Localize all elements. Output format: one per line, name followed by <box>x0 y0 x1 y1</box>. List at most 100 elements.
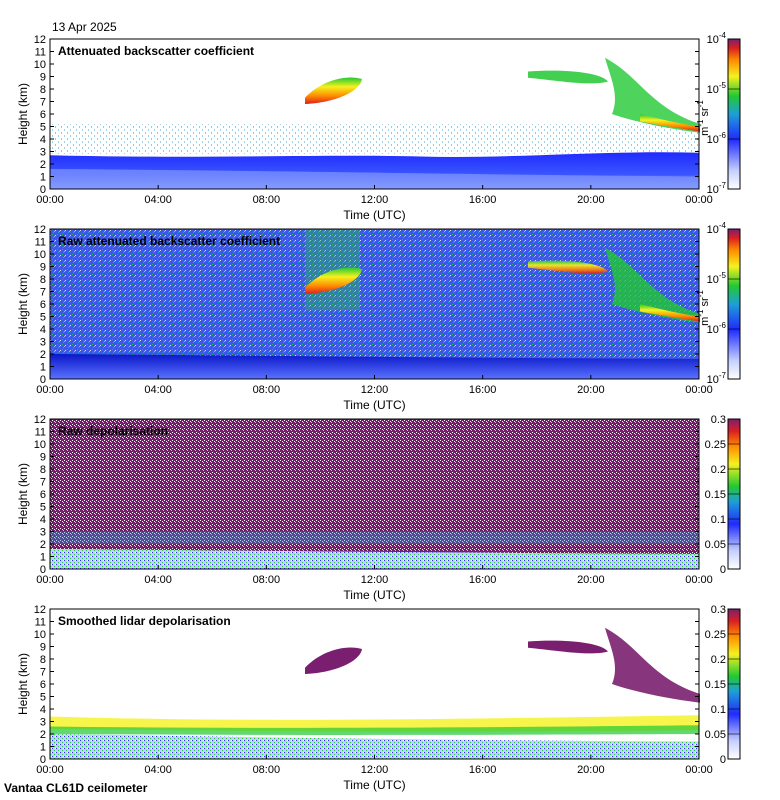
y-tick-label: 2 <box>40 539 46 551</box>
colorbar-unit: m-1 sr-1 <box>696 100 711 136</box>
y-tick-label: 1 <box>40 172 46 184</box>
x-tick-label: 20:00 <box>577 194 605 206</box>
heatmap-field <box>50 39 700 189</box>
cloud-plume-evening <box>605 57 700 133</box>
y-tick-label: 11 <box>35 617 46 629</box>
y-tick-label: 10 <box>34 629 46 641</box>
x-tick-label: 16:00 <box>469 194 497 206</box>
y-axis-label: Height (km) <box>16 83 30 145</box>
cloud-plume-evening <box>605 247 700 323</box>
y-tick-label: 11 <box>35 237 46 249</box>
x-tick-label: 16:00 <box>469 384 497 396</box>
chart-title: Raw depolarisation <box>58 424 168 438</box>
x-tick-label: 04:00 <box>144 574 172 586</box>
colorbar-tick-label: 0.05 <box>705 729 726 741</box>
y-tick-label: 4 <box>40 704 46 716</box>
heatmap-field <box>50 609 700 759</box>
chart-panel-1: Attenuated backscatter coefficient012345… <box>16 31 741 222</box>
x-tick-label: 00:00 <box>685 574 713 586</box>
cloud-patch-midday <box>305 267 362 294</box>
y-tick-label: 12 <box>34 34 46 46</box>
y-tick-label: 11 <box>35 47 46 59</box>
colorbar-tick-label: 10-7 <box>707 371 727 386</box>
colorbar-tick-label: 10-6 <box>707 321 727 336</box>
aerosol-band-low <box>50 725 699 735</box>
y-tick-label: 10 <box>34 249 46 261</box>
x-tick-label: 04:00 <box>144 384 172 396</box>
chart-title: Attenuated backscatter coefficient <box>58 44 254 58</box>
y-tick-label: 10 <box>34 59 46 71</box>
cloud-patch-midday <box>305 647 362 674</box>
y-tick-label: 5 <box>40 502 46 514</box>
x-axis-label: Time (UTC) <box>343 778 405 792</box>
colorbar: 10-7 10-6 10-5 10-4 m-1 sr-1 <box>696 31 741 196</box>
depol-noise-background <box>50 419 699 569</box>
noise-speckle <box>50 124 699 154</box>
y-tick-label: 12 <box>34 224 46 236</box>
y-tick-label: 8 <box>40 274 46 286</box>
x-tick-label: 00:00 <box>36 574 64 586</box>
y-tick-label: 1 <box>40 362 46 374</box>
boundary-layer-band <box>50 354 699 379</box>
colorbar-tick-label: 10-4 <box>707 31 727 46</box>
x-axis-label: Time (UTC) <box>343 398 405 412</box>
cloud-layer-evening <box>528 640 608 654</box>
y-axis-label: Height (km) <box>16 273 30 335</box>
x-tick-label: 00:00 <box>685 764 713 776</box>
colorbar: 10-7 10-6 10-5 10-4 m-1 sr-1 <box>696 221 741 386</box>
chart-title: Smoothed lidar depolarisation <box>58 614 231 628</box>
heatmap-field <box>50 229 700 379</box>
y-tick-label: 4 <box>40 134 46 146</box>
colorbar-tick-label: 0.15 <box>705 679 726 691</box>
x-tick-label: 20:00 <box>577 574 605 586</box>
raw-noise-background <box>50 229 699 379</box>
x-tick-label: 08:00 <box>253 574 281 586</box>
low-depol-layer <box>50 549 699 569</box>
y-tick-label: 9 <box>40 452 46 464</box>
x-tick-label: 04:00 <box>144 764 172 776</box>
colorbar-unit: m-1 sr-1 <box>696 290 711 326</box>
cloud-layer-evening <box>528 70 608 84</box>
colorbar-tick-label: 0.25 <box>705 629 726 641</box>
y-tick-label: 7 <box>40 287 46 299</box>
colorbar-ramp <box>727 228 741 380</box>
colorbar: 0 0.05 0.1 0.15 0.2 0.25 0.3 <box>705 604 741 766</box>
y-tick-label: 0 <box>40 374 46 386</box>
y-tick-label: 5 <box>40 122 46 134</box>
colorbar-tick-label: 0.1 <box>711 514 726 526</box>
x-axis-label: Time (UTC) <box>343 208 405 222</box>
y-tick-label: 2 <box>40 159 46 171</box>
x-tick-label: 08:00 <box>253 194 281 206</box>
y-tick-label: 8 <box>40 84 46 96</box>
y-tick-label: 12 <box>34 414 46 426</box>
x-tick-label: 00:00 <box>36 384 64 396</box>
chart-title: Raw attenuated backscatter coefficient <box>58 234 280 248</box>
y-tick-label: 8 <box>40 654 46 666</box>
x-tick-label: 08:00 <box>253 384 281 396</box>
y-tick-label: 6 <box>40 299 46 311</box>
y-tick-label: 4 <box>40 324 46 336</box>
colorbar-tick-label: 0.3 <box>711 414 726 426</box>
x-tick-label: 00:00 <box>685 384 713 396</box>
y-tick-label: 1 <box>40 742 46 754</box>
chart-panel-4: Smoothed lidar depolarisation01234567891… <box>16 604 741 792</box>
cloud-patch-midday <box>305 77 362 104</box>
x-tick-label: 04:00 <box>144 194 172 206</box>
surface-layer <box>50 169 699 189</box>
x-tick-label: 12:00 <box>361 764 389 776</box>
y-tick-label: 12 <box>34 604 46 616</box>
y-tick-label: 8 <box>40 464 46 476</box>
transition-band <box>50 531 699 544</box>
colorbar-tick-label: 10-7 <box>707 181 727 196</box>
y-tick-label: 5 <box>40 692 46 704</box>
y-tick-label: 6 <box>40 679 46 691</box>
colorbar: 0 0.05 0.1 0.15 0.2 0.25 0.3 <box>705 414 741 576</box>
y-tick-label: 0 <box>40 184 46 196</box>
colorbar-tick-label: 10-4 <box>707 221 727 236</box>
y-tick-label: 9 <box>40 262 46 274</box>
x-tick-label: 00:00 <box>36 764 64 776</box>
y-tick-label: 7 <box>40 477 46 489</box>
x-tick-label: 16:00 <box>469 764 497 776</box>
